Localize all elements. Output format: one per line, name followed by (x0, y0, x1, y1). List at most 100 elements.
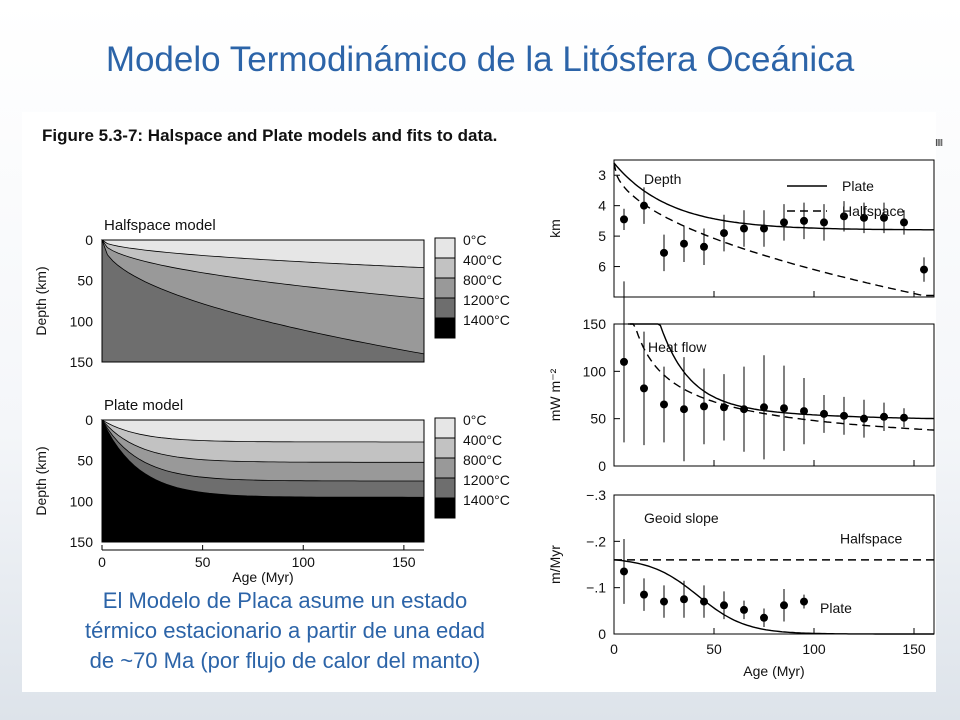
figure-heading: Figure 5.3-7: Halspace and Plate models … (42, 126, 497, 145)
data-point (780, 404, 788, 413)
caption-line: térmico estacionario a partir de una eda… (85, 618, 485, 643)
y-tick-label: 0 (598, 626, 606, 642)
y-tick-label: 5 (598, 228, 606, 244)
x-axis-label: Age (Myr) (232, 569, 293, 585)
data-point (740, 405, 748, 414)
y-tick-label: 150 (583, 316, 607, 332)
data-point (800, 597, 808, 606)
data-point (680, 595, 688, 604)
data-point (760, 613, 768, 622)
plot-frame (613, 494, 935, 635)
y-tick-label: −.3 (586, 487, 606, 503)
legend-swatch (434, 257, 456, 279)
data-point (660, 248, 668, 257)
data-point (740, 224, 748, 233)
panel-title: Halfspace model (104, 217, 216, 234)
legend-label: 400°C (463, 432, 502, 448)
legend-label: 800°C (463, 452, 502, 468)
y-tick-label: 0 (85, 412, 93, 428)
data-point (920, 265, 928, 274)
data-point (780, 601, 788, 610)
legend-swatch (434, 297, 456, 319)
data-point (900, 413, 908, 422)
data-point (680, 239, 688, 248)
data-point (760, 403, 768, 412)
data-point (700, 242, 708, 251)
legend-label: 1400°C (463, 492, 510, 508)
x-tick-label: 150 (392, 554, 416, 570)
data-point (720, 403, 728, 412)
legend-swatch (434, 277, 456, 299)
data-point (620, 215, 628, 224)
plate-curve (613, 162, 934, 231)
y-tick-label: 50 (77, 273, 93, 289)
y-tick-label: 4 (598, 198, 606, 214)
data-point (740, 605, 748, 614)
legend-label: 400°C (463, 252, 502, 268)
data-point (660, 400, 668, 409)
section-frame (101, 239, 425, 363)
heat-flow-chart: 0 50 100 150 mW m⁻² Heat flow (547, 281, 935, 474)
data-point (840, 411, 848, 420)
data-point (900, 218, 908, 227)
legend-label: 0°C (463, 412, 487, 428)
data-point (860, 414, 868, 423)
data-point (640, 384, 648, 393)
panel-title: Geoid slope (644, 510, 719, 526)
figure-svg: Figure 5.3-7: Halspace and Plate models … (33, 126, 935, 679)
data-point (620, 567, 628, 576)
data-point (840, 212, 848, 221)
y-tick-label: 0 (598, 458, 606, 474)
legend-swatch (434, 477, 456, 499)
geoid-slope-chart: 0 −.1 −.2 −.3 0 50 100 150 Age (Myr) m/Myr Geoid s… (547, 487, 935, 679)
data-point (660, 597, 668, 606)
plot-frame (613, 159, 935, 298)
x-tick-label: 50 (706, 641, 722, 657)
caption-line: El Modelo de Placa asume un estado (102, 588, 468, 613)
y-axis-label: Depth (km) (33, 266, 49, 335)
legend-swatch (434, 317, 456, 339)
legend-swatch (434, 497, 456, 519)
y-tick-label: 6 (598, 259, 606, 275)
corner-marks: IIII (935, 138, 943, 149)
data-point (640, 201, 648, 210)
plate-curve (613, 559, 934, 635)
legend-label: 1200°C (463, 292, 510, 308)
depth-chart: 3 4 5 6 km Depth Plate Halfspace (547, 159, 935, 298)
legend-label: 1400°C (463, 312, 510, 328)
legend-label: Plate (842, 178, 874, 194)
x-axis-label: Age (Myr) (743, 663, 804, 679)
halfspace-curve (628, 323, 935, 431)
data-point (680, 405, 688, 414)
data-point (760, 224, 768, 233)
legend-swatch (434, 457, 456, 479)
data-point (700, 402, 708, 411)
legend-swatch (434, 437, 456, 459)
panel-title: Plate model (104, 397, 183, 414)
y-tick-label: 3 (598, 167, 606, 183)
x-tick-label: 0 (98, 554, 106, 570)
panel-title: Depth (644, 171, 681, 187)
slide-title: Modelo Termodinámico de la Litósfera Oce… (105, 40, 855, 79)
legend-label: 0°C (463, 232, 487, 248)
y-axis-label: km (547, 219, 563, 238)
data-point (800, 216, 808, 225)
x-tick-label: 50 (195, 554, 211, 570)
data-point (800, 407, 808, 416)
y-tick-label: 150 (70, 534, 94, 550)
legend-swatch (434, 237, 456, 259)
data-point (720, 229, 728, 238)
series-label: Halfspace (840, 531, 902, 547)
isotherm-band (100, 419, 425, 443)
y-axis-label: mW m⁻² (547, 368, 563, 421)
data-point (640, 590, 648, 599)
legend-swatch (434, 417, 456, 439)
caption-line: de ~70 Ma (por flujo de calor del manto) (89, 648, 481, 673)
data-point (720, 601, 728, 610)
y-axis-label: Depth (km) (33, 446, 49, 515)
data-point (860, 213, 868, 222)
panel-title: Heat flow (648, 339, 707, 355)
y-tick-label: 100 (70, 313, 94, 329)
halfspace-model-chart: Halfspace model 0 50 100 150 Depth (km) 0°C 400… (33, 217, 510, 370)
y-tick-label: −.1 (586, 580, 606, 596)
